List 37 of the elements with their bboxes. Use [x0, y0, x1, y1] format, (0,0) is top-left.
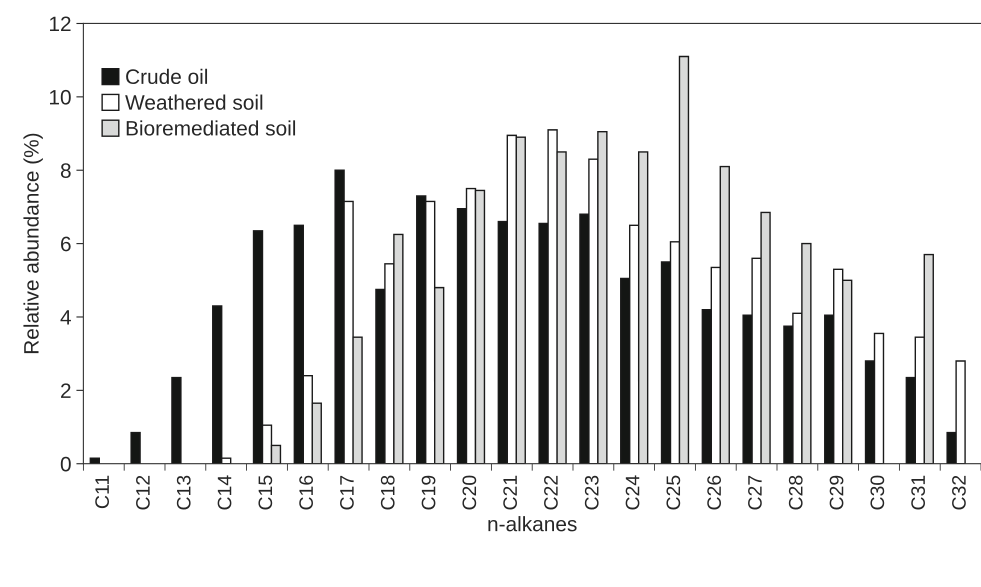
x-tick-label: C12: [136, 476, 150, 510]
x-tick-label: C17: [340, 476, 354, 510]
x-tick-label: C19: [422, 476, 436, 510]
x-tick-label: C32: [952, 476, 966, 510]
x-tick-label: C24: [626, 475, 640, 510]
x-tick-label: C28: [788, 476, 803, 510]
x-tick-label: C29: [830, 476, 844, 510]
x-tick-label: C26: [707, 476, 722, 510]
x-tick-label: C25: [666, 476, 680, 510]
bar: [171, 376, 182, 464]
y-tick-label: 0: [60, 456, 71, 472]
x-tick-label: C16: [299, 476, 314, 510]
y-tick-label: 6: [61, 236, 71, 252]
y-tick-label: 8: [60, 163, 71, 178]
x-tick-label: C18: [380, 476, 395, 510]
x-tick-label: C27: [748, 476, 762, 510]
x-tick-label: C23: [584, 476, 599, 510]
bar: [130, 432, 141, 464]
x-axis-title: n-alkanes: [488, 516, 577, 532]
x-tick-label: C31: [911, 476, 926, 510]
legend-label: Crude oil: [126, 68, 208, 84]
y-axis-title: Relative abundance (%): [23, 134, 43, 354]
x-tick-label: C30: [870, 476, 884, 510]
y-tick-label: 2: [61, 383, 71, 398]
x-tick-label: C21: [503, 476, 518, 510]
y-tick-label: 12: [50, 16, 71, 32]
legend-label: Weathered soil: [125, 94, 262, 110]
x-tick-label: C11: [95, 476, 110, 508]
x-tick-label: C20: [462, 476, 476, 510]
x-tick-label: C22: [544, 476, 558, 510]
y-tick-label: 10: [50, 90, 71, 105]
y-tick-label: 4: [60, 310, 71, 325]
x-tick-label: C13: [176, 476, 191, 510]
x-tick-label: C15: [258, 476, 272, 510]
x-tick-label: C14: [218, 475, 232, 510]
legend-label: Bioremediated soil: [126, 120, 296, 136]
bar: [90, 458, 100, 464]
